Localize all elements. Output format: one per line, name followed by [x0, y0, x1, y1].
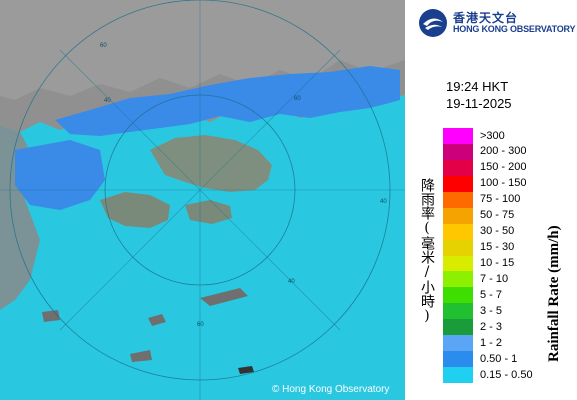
legend-label: 30 - 50 — [480, 225, 515, 238]
range-ring-label: 40 — [380, 199, 387, 205]
legend-label: 7 - 10 — [480, 273, 509, 286]
range-ring-label: 40 — [104, 98, 111, 104]
legend-swatch — [443, 175, 473, 192]
legend-label: 100 - 150 — [480, 177, 527, 190]
legend-swatch — [443, 223, 473, 240]
legend-swatch — [443, 303, 473, 320]
legend-swatch — [443, 207, 473, 224]
org-name-en: HONG KONG OBSERVATORY — [453, 24, 576, 34]
range-ring-label: 60 — [294, 96, 301, 102]
legend-label: >300 — [480, 129, 505, 142]
legend-label: 75 - 100 — [480, 193, 521, 206]
legend-swatch — [443, 159, 473, 176]
info-panel — [405, 0, 577, 400]
copyright-notice: © Hong Kong Observatory — [272, 384, 390, 395]
legend-label: 200 - 300 — [480, 145, 527, 158]
legend-swatch — [443, 143, 473, 160]
range-ring-label: 40 — [288, 279, 295, 285]
radar-map-image: 60 40 60 40 60 40 — [0, 0, 405, 400]
legend-swatch — [443, 367, 473, 383]
legend-label: 10 - 15 — [480, 257, 515, 270]
legend-swatch — [443, 351, 473, 368]
legend-label: 0.50 - 1 — [480, 352, 518, 365]
range-ring-label: 60 — [197, 322, 204, 328]
legend-label: 5 - 7 — [480, 289, 503, 301]
legend-label: 15 - 30 — [480, 241, 515, 254]
range-ring-label: 60 — [100, 43, 107, 49]
legend-swatch — [443, 191, 473, 208]
legend-swatch — [443, 287, 473, 304]
legend-title-en: Rainfall Rate (mm/h) — [546, 225, 562, 362]
legend-color-bar — [443, 128, 473, 383]
org-name-cn: 香港天文台 — [453, 11, 519, 25]
legend-swatch — [443, 255, 473, 272]
legend-label: 2 - 3 — [480, 320, 503, 333]
legend-swatch — [443, 239, 473, 256]
legend-swatch — [443, 335, 473, 352]
legend-swatch — [443, 271, 473, 288]
legend-swatch — [443, 128, 473, 144]
observation-time: 19:24 HKT — [446, 79, 509, 94]
legend-label: 3 - 5 — [480, 304, 503, 317]
legend-title-cn: 降雨率(毫米/小時) — [419, 178, 435, 324]
hko-logo-icon — [419, 9, 447, 37]
legend-label: 150 - 200 — [480, 161, 527, 174]
legend-label: 50 - 75 — [480, 209, 515, 222]
legend-swatch — [443, 319, 473, 336]
radar-map[interactable]: 60 40 60 40 60 40 © Hong Kong Observatory — [0, 0, 405, 400]
legend-label: 1 - 2 — [480, 336, 503, 349]
observation-date: 19-11-2025 — [446, 96, 512, 111]
legend-label: 0.15 - 0.50 — [480, 368, 533, 381]
